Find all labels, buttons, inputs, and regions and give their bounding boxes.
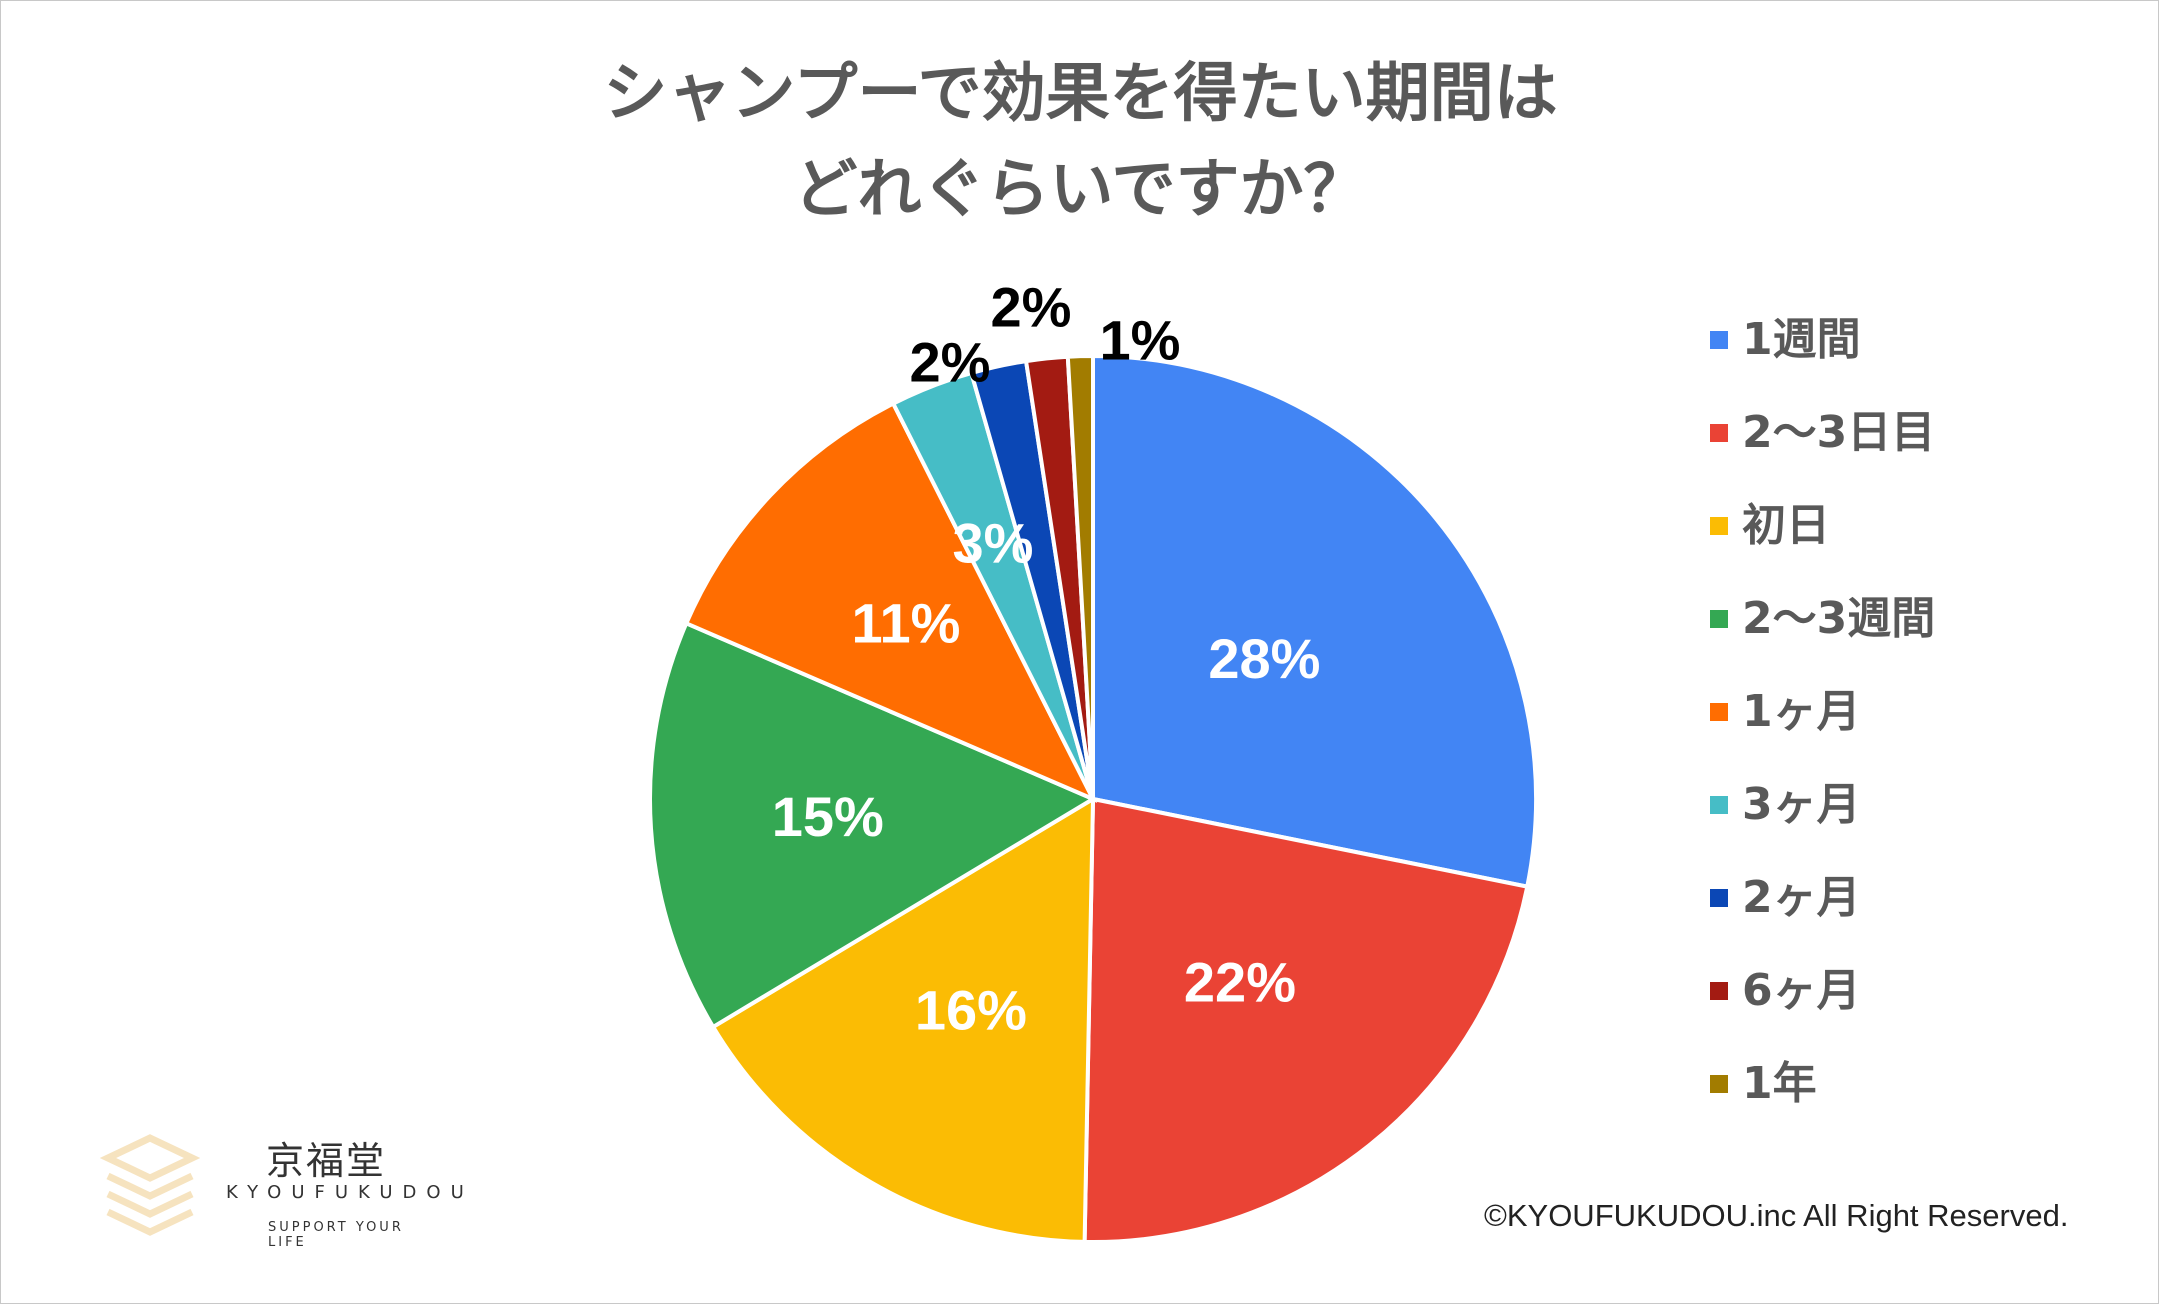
logo-name: 京福堂 [266, 1139, 387, 1183]
legend-swatch [1710, 1075, 1728, 1093]
pie-slice [648, 620, 1098, 1030]
legend-swatch [1710, 982, 1728, 1000]
copyright-notice: ©KYOUFUKUDOU.inc All Right Reserved. [1484, 1198, 2069, 1233]
slice-data-label: 15% [772, 785, 884, 848]
legend-item: 6ヶ月 [1710, 969, 1861, 1013]
legend-item: 1ヶ月 [1710, 690, 1861, 734]
legend-swatch [1710, 796, 1728, 814]
pie-slice [683, 400, 1098, 804]
legend-label: 2～3週間 [1742, 593, 1936, 644]
legend-label: 2ヶ月 [1742, 872, 1861, 923]
slice-data-label: 3% [952, 512, 1033, 575]
slice-data-label: 16% [915, 978, 1027, 1041]
legend-swatch [1710, 331, 1728, 349]
pie-slice [1082, 796, 1530, 1244]
legend-label: 1年 [1742, 1058, 1817, 1109]
legend-swatch [1710, 517, 1728, 535]
logo-tagline: SUPPORT YOUR LIFE [268, 1220, 404, 1250]
legend-swatch [1710, 703, 1728, 721]
logo-mark-icon [100, 1134, 200, 1236]
legend-swatch [1710, 889, 1728, 907]
slice-data-label: 2% [991, 276, 1072, 339]
legend-item: 2～3週間 [1710, 597, 1935, 641]
legend-label: 1週間 [1742, 314, 1861, 365]
chart-title-line2: どれぐらいですか？ [793, 153, 1368, 227]
logo-name-en: KYOUFUKUDOU [226, 1182, 474, 1203]
legend-item: 2ヶ月 [1710, 876, 1861, 920]
company-logo: 京福堂 KYOUFUKUDOU SUPPORT YOUR LIFE [100, 1130, 464, 1250]
slice-data-label: 1% [1100, 309, 1181, 372]
legend-swatch [1710, 610, 1728, 628]
legend-item: 1週間 [1710, 318, 1861, 362]
legend-item: 初日 [1710, 504, 1830, 548]
legend-label: 2～3日目 [1742, 407, 1936, 458]
legend-label: 初日 [1742, 500, 1830, 551]
chart-title-line1: シャンプーで効果を得たい期間は [603, 57, 1558, 131]
slice-data-label: 2% [910, 331, 991, 394]
legend-label: 6ヶ月 [1742, 965, 1861, 1016]
legend-label: 1ヶ月 [1742, 686, 1861, 737]
slice-data-label: 22% [1184, 951, 1296, 1014]
legend-swatch [1710, 424, 1728, 442]
pie-slice [1065, 353, 1095, 800]
pie-slice [1091, 353, 1539, 889]
slice-data-label: 28% [1208, 627, 1320, 690]
legend-item: 3ヶ月 [1710, 783, 1861, 827]
legend-label: 3ヶ月 [1742, 779, 1861, 830]
pie-slice [710, 795, 1096, 1244]
legend-item: 1年 [1710, 1062, 1817, 1106]
slice-data-label: 11% [851, 591, 960, 654]
legend-item: 2～3日目 [1710, 411, 1935, 455]
